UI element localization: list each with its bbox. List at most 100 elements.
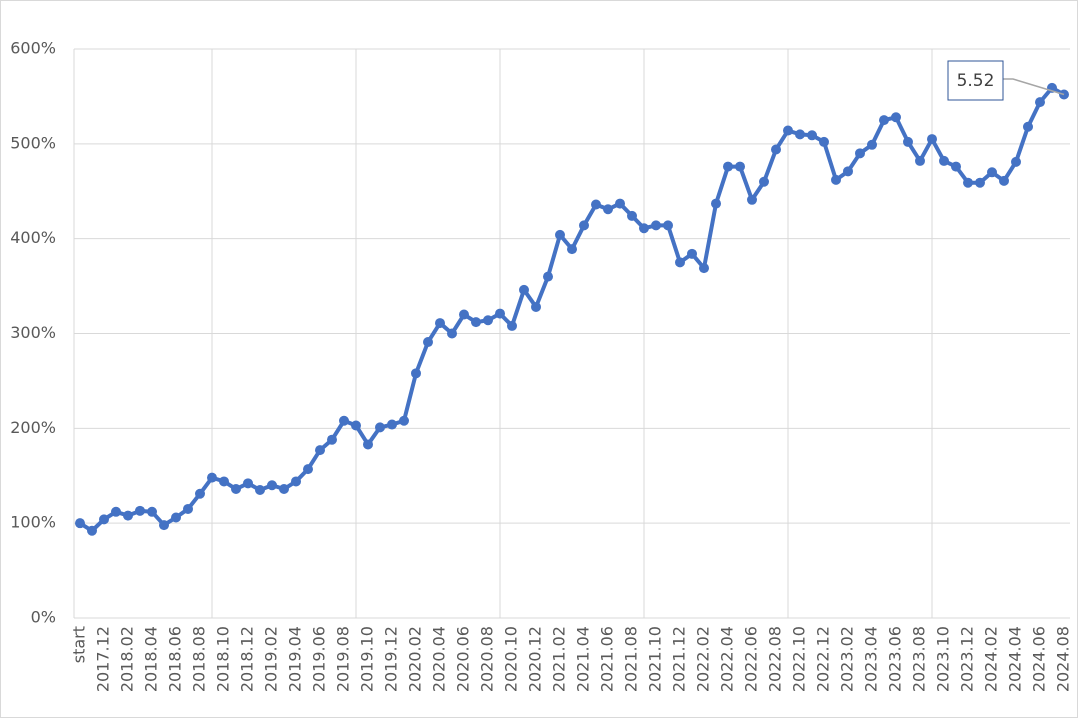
x-tick-label: 2020.06 — [454, 626, 473, 692]
data-point — [939, 155, 949, 166]
data-point — [567, 244, 577, 255]
y-tick-label: 600% — [10, 39, 56, 58]
x-tick-label: 2024.08 — [1054, 626, 1073, 692]
data-point — [687, 248, 697, 259]
data-point — [651, 220, 661, 231]
data-point — [1023, 121, 1033, 132]
data-point — [711, 198, 721, 209]
x-tick-label: 2023.06 — [886, 626, 905, 692]
data-point — [375, 422, 385, 433]
x-tick-label: 2021.10 — [646, 626, 665, 692]
x-tick-label: 2020.12 — [526, 626, 545, 692]
x-tick-label: 2021.08 — [622, 626, 641, 692]
data-point — [399, 415, 409, 426]
x-tick-label: 2019.10 — [358, 626, 377, 692]
data-point — [663, 220, 673, 231]
x-tick-label: 2021.06 — [598, 626, 617, 692]
data-point — [87, 525, 97, 536]
data-point — [483, 315, 493, 326]
data-point — [291, 476, 301, 487]
x-tick-label: 2023.12 — [958, 626, 977, 692]
x-tick-label: 2020.10 — [502, 626, 521, 692]
data-point — [183, 503, 193, 514]
x-tick-label: 2018.08 — [190, 626, 209, 692]
data-point — [699, 263, 709, 274]
data-point — [891, 112, 901, 123]
data-point — [171, 512, 181, 523]
data-point — [1035, 97, 1045, 108]
data-point — [159, 520, 169, 531]
x-tick-label: 2022.08 — [766, 626, 785, 692]
data-point — [339, 415, 349, 426]
data-point — [771, 144, 781, 155]
data-point — [951, 161, 961, 172]
data-point — [327, 434, 337, 445]
data-point — [219, 476, 229, 487]
data-point — [603, 204, 613, 215]
x-tick-label: 2024.04 — [1006, 626, 1025, 692]
annotation-label: 5.52 — [957, 71, 995, 91]
data-point — [255, 484, 265, 495]
data-point — [279, 484, 289, 495]
data-point — [195, 488, 205, 499]
x-tick-label: 2022.02 — [694, 626, 713, 692]
data-point — [879, 115, 889, 126]
x-tick-label: 2022.04 — [718, 626, 737, 692]
data-point — [147, 506, 157, 517]
data-point — [591, 199, 601, 210]
data-point — [363, 439, 373, 450]
data-point — [831, 174, 841, 185]
data-point — [795, 129, 805, 140]
y-tick-label: 300% — [10, 323, 56, 342]
x-tick-label: 2018.04 — [142, 626, 161, 692]
x-tick-label: 2024.06 — [1030, 626, 1049, 692]
data-point — [75, 518, 85, 529]
data-point — [627, 210, 637, 221]
x-tick-label: 2023.02 — [838, 626, 857, 692]
data-point — [531, 301, 541, 312]
data-point — [843, 166, 853, 177]
x-tick-label: 2018.12 — [238, 626, 257, 692]
data-point — [267, 480, 277, 491]
data-point — [435, 318, 445, 329]
data-point — [459, 309, 469, 320]
x-tick-label: 2019.02 — [262, 626, 281, 692]
x-tick-label: 2019.06 — [310, 626, 329, 692]
data-point — [747, 194, 757, 205]
x-tick-label: 2023.08 — [910, 626, 929, 692]
y-tick-label: 400% — [10, 228, 56, 247]
x-tick-label: 2019.04 — [286, 626, 305, 692]
x-tick-label: 2021.12 — [670, 626, 689, 692]
x-tick-label: 2020.08 — [478, 626, 497, 692]
data-point — [615, 198, 625, 209]
x-tick-label: 2018.02 — [118, 626, 137, 692]
x-tick-label: start — [70, 626, 89, 663]
data-point — [915, 155, 925, 166]
x-tick-label: 2020.04 — [430, 626, 449, 692]
x-tick-label: 2019.08 — [334, 626, 353, 692]
data-point — [495, 308, 505, 319]
data-point — [675, 257, 685, 268]
y-tick-label: 500% — [10, 133, 56, 152]
data-point — [855, 148, 865, 159]
data-point — [423, 337, 433, 348]
data-point — [1011, 156, 1021, 167]
annotation-leader — [1003, 78, 1065, 96]
x-tick-label: 2018.10 — [214, 626, 233, 692]
data-point — [507, 320, 517, 331]
data-point — [387, 419, 397, 430]
data-point — [351, 420, 361, 431]
data-point — [807, 130, 817, 141]
data-point — [783, 125, 793, 136]
y-tick-label: 200% — [10, 418, 56, 437]
data-point — [243, 478, 253, 489]
data-point — [639, 223, 649, 234]
data-point — [999, 175, 1009, 186]
data-point — [135, 505, 145, 516]
data-point — [315, 445, 325, 456]
data-point — [987, 167, 997, 178]
data-point — [903, 136, 913, 147]
data-point — [303, 464, 313, 475]
